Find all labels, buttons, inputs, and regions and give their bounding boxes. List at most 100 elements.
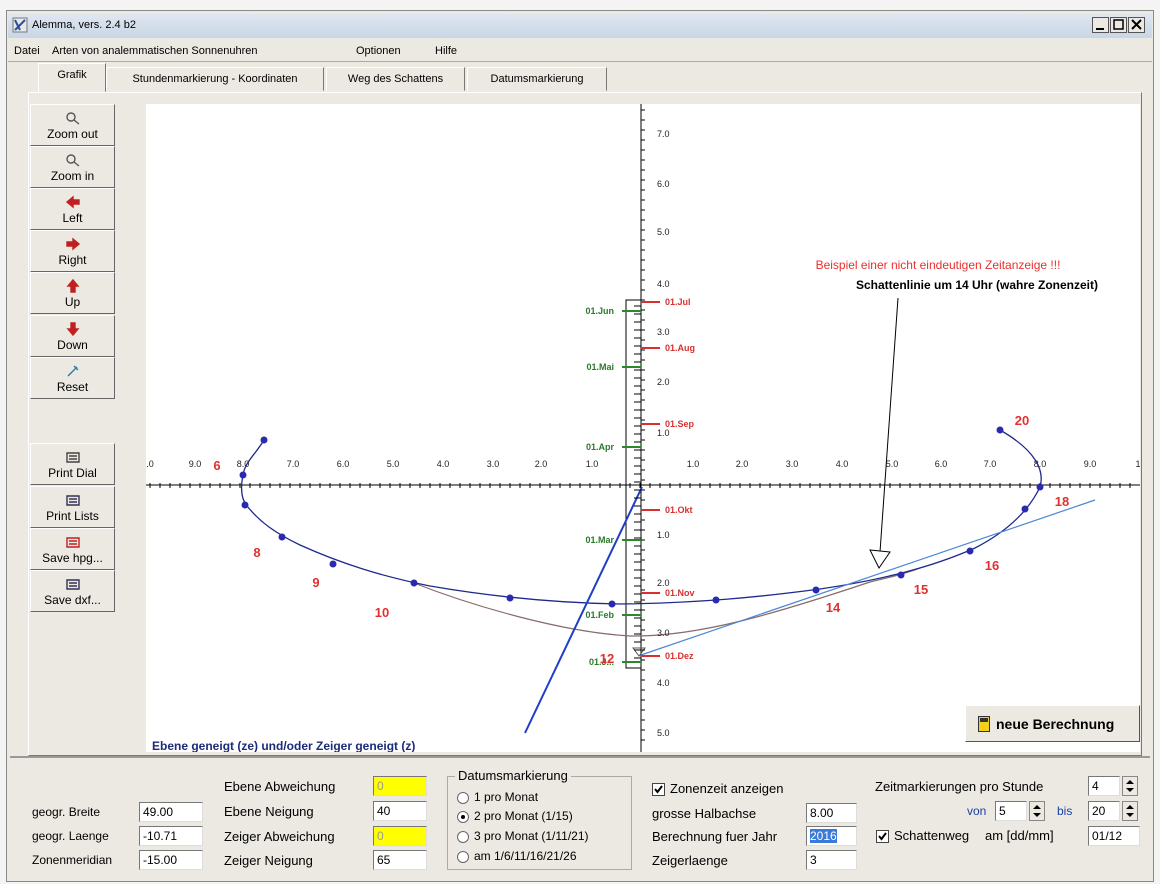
field-label: geogr. Laenge xyxy=(32,829,109,843)
radio[interactable] xyxy=(457,831,469,843)
hour-point xyxy=(608,600,616,608)
tool-label: Print Dial xyxy=(48,466,97,480)
tool-button[interactable]: Left xyxy=(30,188,115,230)
tool-button[interactable]: Save dxf... xyxy=(30,570,115,612)
tool-button[interactable]: Save hpg... xyxy=(30,528,115,570)
spin-input[interactable]: 20 xyxy=(1088,801,1120,821)
minimize-button[interactable] xyxy=(1092,17,1109,33)
date-label-right: 01.Dez xyxy=(665,651,694,661)
input-text: 3 xyxy=(810,853,817,867)
tool-icon xyxy=(66,237,81,251)
date-label-right: 01.Jul xyxy=(665,297,691,307)
tool-button[interactable]: Zoom out xyxy=(30,104,115,146)
radio-label: 3 pro Monat (1/11/21) xyxy=(474,829,589,843)
tool-button[interactable]: Right xyxy=(30,230,115,272)
menu-item[interactable]: Hilfe xyxy=(435,45,458,57)
radio[interactable] xyxy=(457,851,469,863)
tool-icon xyxy=(66,279,80,293)
tool-glyph xyxy=(66,452,80,463)
tool-label: Left xyxy=(62,211,83,225)
hour-label: 14 xyxy=(826,600,841,615)
spin-input[interactable]: 4 xyxy=(1088,776,1120,796)
y-tick-label: 7.0 xyxy=(657,129,670,139)
tool-button[interactable]: Print Lists xyxy=(30,486,115,528)
panel-separator xyxy=(10,756,1150,758)
radio[interactable] xyxy=(457,792,469,804)
text-input[interactable]: 49.00 xyxy=(139,802,203,822)
input-text: 8.00 xyxy=(810,806,834,820)
field-label: grosse Halbachse xyxy=(652,806,757,821)
y-tick-label: 6.0 xyxy=(657,179,670,189)
hour-point xyxy=(260,436,268,444)
field-label: am [dd/mm] xyxy=(985,828,1054,843)
x-tick-label: .0 xyxy=(146,459,154,469)
hour-label: 16 xyxy=(985,558,999,573)
date-label-left: 01.Mar xyxy=(585,535,614,545)
hour-point xyxy=(329,560,337,568)
x-tick-label: 4.0 xyxy=(836,459,849,469)
radio[interactable] xyxy=(457,811,469,823)
hour-point xyxy=(239,471,247,479)
spin-input[interactable]: 5 xyxy=(995,801,1027,821)
date-label-left: 01.Mai xyxy=(586,362,614,372)
tool-glyph xyxy=(65,195,80,209)
field-label: Zeitmarkierungen pro Stunde xyxy=(875,779,1044,794)
maximize-icon xyxy=(1113,19,1124,30)
text-input[interactable]: -10.71 xyxy=(139,826,203,846)
date-label-right: 01.Sep xyxy=(665,419,695,429)
date-label-left: 01.J... xyxy=(589,657,614,667)
check-mark xyxy=(654,785,663,794)
tool-button[interactable]: Down xyxy=(30,315,115,357)
text-input[interactable]: 0 xyxy=(373,776,427,796)
tool-label: Up xyxy=(64,295,81,309)
date-scale xyxy=(625,299,642,669)
checkbox[interactable] xyxy=(652,783,665,796)
maximize-button[interactable] xyxy=(1110,17,1127,33)
text-input[interactable]: -15.00 xyxy=(139,850,203,870)
app-icon xyxy=(12,17,28,33)
tab[interactable]: Stundenmarkierung - Koordinaten xyxy=(106,67,324,91)
hour-label: 8 xyxy=(253,545,260,560)
tool-button[interactable]: Zoom in xyxy=(30,146,115,188)
menu-item[interactable]: Datei xyxy=(14,45,40,57)
tool-icon xyxy=(66,112,80,125)
date-label-right: 01.Okt xyxy=(665,505,693,515)
x-tick-label: 3.0 xyxy=(786,459,799,469)
field-label: Ebene Abweichung xyxy=(224,779,336,794)
gnomon-marker xyxy=(632,647,646,657)
spin-buttons[interactable] xyxy=(1122,801,1138,821)
x-tick-label: 1.0 xyxy=(586,459,599,469)
spin-buttons[interactable] xyxy=(1122,776,1138,796)
tool-button[interactable]: Reset xyxy=(30,357,115,399)
calculate-button[interactable]: neue Berechnung xyxy=(965,705,1140,742)
shadow-line-label: Schattenlinie um 14 Uhr (wahre Zonenzeit… xyxy=(856,278,1098,292)
group-title: Datumsmarkierung xyxy=(455,768,571,783)
text-input[interactable]: 2016 xyxy=(806,826,857,846)
menu-item[interactable]: Arten von analemmatischen Sonnenuhren xyxy=(52,45,258,57)
hour-point xyxy=(1036,483,1044,491)
text-input[interactable]: 0 xyxy=(373,826,427,846)
tool-button[interactable]: Print Dial xyxy=(30,443,115,485)
y-tick-label: 2.0 xyxy=(657,377,670,387)
menu-item[interactable]: Optionen xyxy=(356,45,401,57)
text-input[interactable]: 8.00 xyxy=(806,803,857,823)
text-input[interactable]: 65 xyxy=(373,850,427,870)
tool-glyph xyxy=(66,495,80,506)
x-tick-label: 6.0 xyxy=(935,459,948,469)
y-tick-label: 3.0 xyxy=(657,327,670,337)
tab-active[interactable]: Grafik xyxy=(38,63,106,92)
tab[interactable]: Weg des Schattens xyxy=(326,67,465,91)
spin-buttons[interactable] xyxy=(1029,801,1045,821)
close-button[interactable] xyxy=(1128,17,1145,33)
checkbox[interactable] xyxy=(876,830,889,843)
text-input[interactable]: 01/12 xyxy=(1088,826,1140,846)
tool-glyph xyxy=(66,154,80,167)
tool-glyph xyxy=(66,112,80,125)
hour-label: 20 xyxy=(1015,413,1029,428)
tool-button[interactable]: Up xyxy=(30,272,115,314)
text-input[interactable]: 3 xyxy=(806,850,857,870)
hour-label: 12 xyxy=(600,651,614,666)
tab[interactable]: Datumsmarkierung xyxy=(467,67,607,91)
check-mark xyxy=(878,832,887,841)
text-input[interactable]: 40 xyxy=(373,801,427,821)
